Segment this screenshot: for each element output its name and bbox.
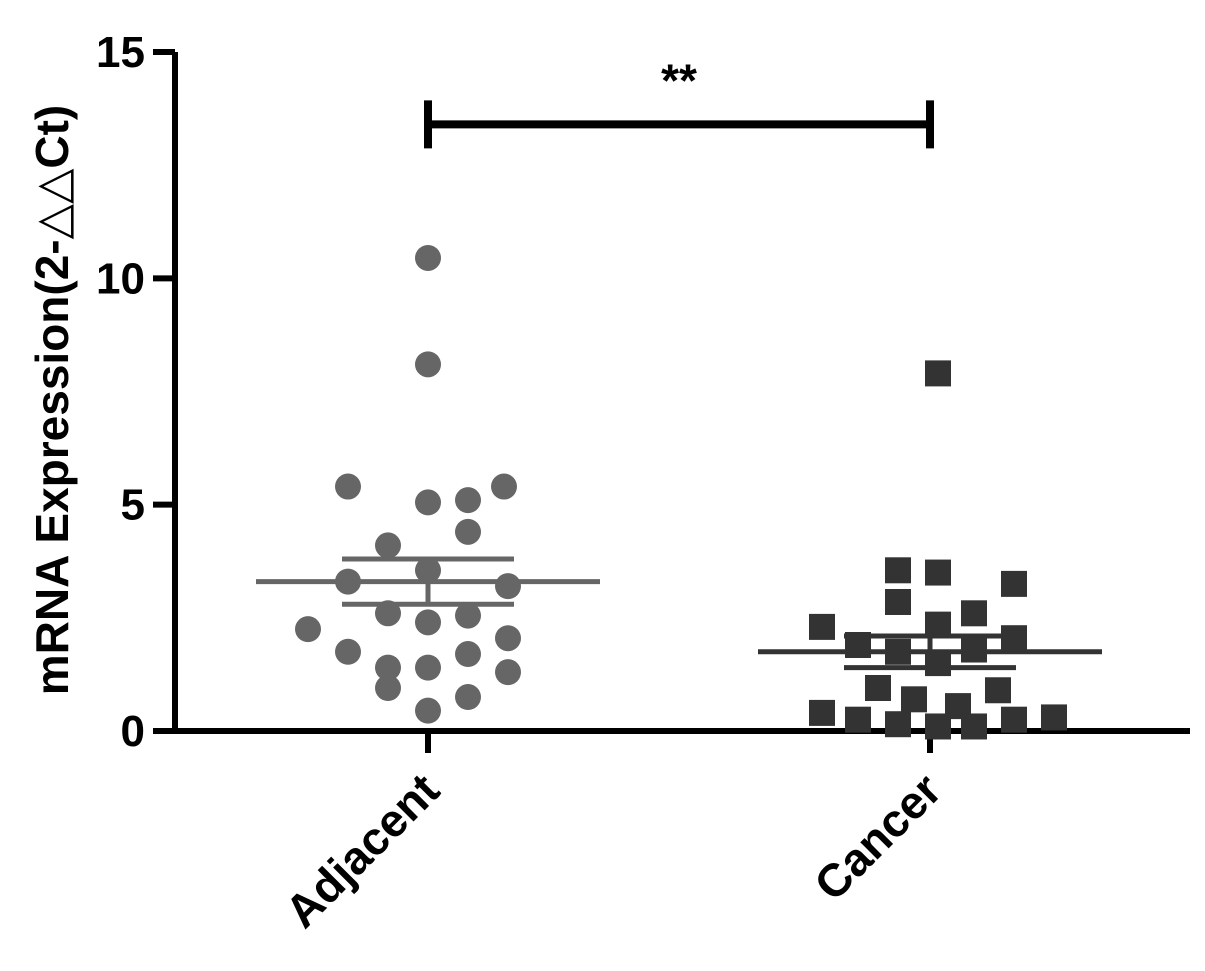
data-point-adjacent [415,351,441,378]
data-point-adjacent [491,473,517,500]
data-point-adjacent [495,659,521,686]
data-point-adjacent [415,557,441,584]
data-point-cancer [845,631,871,658]
data-point-cancer [985,677,1011,704]
data-point-cancer [1001,706,1027,733]
x-tick-label: Cancer [804,763,951,910]
data-points [295,244,1067,740]
data-point-cancer [925,360,951,387]
data-point-cancer [1001,570,1027,597]
data-point-adjacent [375,532,401,559]
data-point-adjacent [295,616,321,643]
data-point-adjacent [415,609,441,636]
data-point-adjacent [455,684,481,711]
data-point-adjacent [495,573,521,600]
data-point-adjacent [415,489,441,516]
y-tick-label: 0 [121,707,145,756]
significance-label: ** [661,54,697,106]
data-point-cancer [925,559,951,586]
data-point-adjacent [415,654,441,681]
data-point-adjacent [375,600,401,627]
data-point-adjacent [415,697,441,724]
data-point-cancer [925,650,951,677]
data-point-cancer [1041,704,1067,731]
y-tick-label: 10 [96,254,145,303]
data-point-adjacent [455,641,481,668]
data-point-cancer [885,711,911,738]
data-point-cancer [961,713,987,740]
data-point-cancer [885,638,911,665]
y-tick-label: 5 [121,481,145,530]
y-tick-label: 15 [96,28,145,77]
data-point-cancer [961,636,987,663]
data-point-cancer [1001,625,1027,652]
data-point-cancer [961,600,987,627]
axes: 0 5 10 15 Adjacent Cancer [96,28,1190,937]
data-point-adjacent [335,638,361,665]
data-point-adjacent [415,244,441,271]
significance-bracket: ** [424,54,934,149]
y-axis-label: mRNA Expression(2-△△Ct) [26,105,78,695]
data-point-cancer [885,557,911,584]
data-point-cancer [865,674,891,701]
data-point-adjacent [455,602,481,629]
data-point-adjacent [335,568,361,595]
data-point-adjacent [375,654,401,681]
data-point-adjacent [495,625,521,652]
data-point-cancer [809,613,835,640]
data-point-cancer [901,686,927,713]
data-point-adjacent [375,674,401,701]
x-tick-label: Adjacent [275,763,449,937]
data-point-adjacent [455,518,481,545]
data-point-adjacent [455,487,481,514]
data-point-cancer [925,611,951,638]
data-point-cancer [885,588,911,615]
data-point-cancer [809,699,835,726]
data-point-cancer [925,713,951,740]
data-point-adjacent [335,473,361,500]
data-point-cancer [845,706,871,733]
